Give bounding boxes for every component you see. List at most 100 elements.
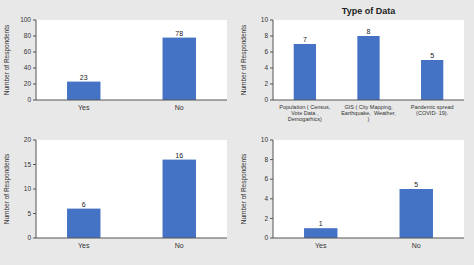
y-tick [270,36,273,37]
y-tick-label: 80 [24,32,32,39]
y-axis-label: Number of Respondents [3,24,11,95]
y-tick-label: 100 [20,16,31,23]
y-axis-line [273,140,274,238]
y-tick-label: 10 [24,185,32,192]
y-tick-label: 0 [264,234,268,241]
y-tick [270,68,273,69]
y-tick [270,159,273,160]
label-line: No [175,242,184,249]
x-tick-label: No [175,242,184,249]
x-tick-label: Yes [78,242,90,249]
bars [304,189,433,238]
data-label: 5 [414,181,418,188]
y-tick-label: 8 [264,156,268,163]
bar [400,189,433,238]
label-line: (COVID- 19). [416,110,449,116]
data-label: 1 [319,220,323,227]
bars [67,38,196,100]
panel: 6 16 0 5 10 15 20 Yes No Number of Respondents [3,136,227,249]
x-tick-label: GIS ( City Mapping,Earthquake, Weather,) [341,104,396,123]
x-tick-label: Yes [78,104,90,111]
y-tick-label: 5 [27,210,31,217]
bar [67,82,100,100]
panel: 150246810YesNoNumber of Respondents [240,136,464,249]
data-label: 6 [82,201,86,208]
label-line: GIS ( City Mapping, [345,104,393,110]
y-tick-label: 2 [264,80,268,87]
y-tick [270,52,273,53]
bars [67,160,196,238]
label-line: Demogarhics) [288,116,322,122]
y-tick-label: 6 [264,48,268,55]
label-line: Pandemic spread [411,104,454,110]
data-label: 5 [430,52,434,59]
panel: 23 78 0 20 40 60 80 100 Yes No Number of Responden… [3,16,227,111]
y-tick-label: 0 [264,96,268,103]
y-tick [270,198,273,199]
y-tick-label: 0 [27,96,31,103]
x-tick-label: No [175,104,184,111]
label-line: No [412,242,421,249]
y-axis-label: Number of Respondents [240,24,248,95]
label-line: Vote Data , [291,110,319,116]
bar [67,209,100,238]
y-tick [33,36,36,37]
data-label: 78 [175,30,183,37]
plot-area [36,20,227,100]
y-tick-label: 60 [24,48,32,55]
y-tick-label: 15 [24,161,32,168]
label-line: Yes [315,242,327,249]
y-tick-label: 2 [264,215,268,222]
y-tick [33,164,36,165]
bar [421,60,443,100]
data-label: 23 [80,74,88,81]
data-label: 8 [367,28,371,35]
y-tick [33,100,36,101]
x-axis-line [273,238,464,239]
x-axis-line [36,100,227,101]
y-axis-line [36,20,37,100]
bars [294,36,444,100]
y-tick [270,238,273,239]
y-tick [33,84,36,85]
plot-area [36,140,227,238]
y-tick [33,213,36,214]
chart: 2378020406080100YesNoNumber of Responden… [0,0,474,265]
y-tick [33,189,36,190]
y-tick-label: 20 [24,136,32,143]
plot-area [273,20,464,100]
y-tick [33,20,36,21]
y-tick [270,20,273,21]
background [0,0,474,265]
label-line: Yes [78,104,90,111]
y-tick-label: 10 [261,16,269,23]
label-line: Population ( Census, [279,104,331,110]
x-tick-label: Pandemic spread(COVID- 19). [411,104,454,116]
y-tick-label: 0 [27,234,31,241]
data-label: 7 [303,36,307,43]
panel: 7850246810Population ( Census,Vote Data … [240,6,464,122]
y-tick [33,52,36,53]
y-tick [270,140,273,141]
y-tick [270,84,273,85]
y-tick-label: 40 [24,64,32,71]
x-tick-label: Yes [315,242,327,249]
y-axis-line [273,20,274,100]
y-tick-label: 6 [264,175,268,182]
y-tick [33,238,36,239]
y-tick-label: 20 [24,80,32,87]
y-tick [33,68,36,69]
label-line: ) [368,116,370,122]
y-axis-label: Number of Respondents [240,153,248,224]
plot-area [273,140,464,238]
data-label: 16 [175,152,183,159]
bar [357,36,379,100]
bar [163,38,196,100]
bar [304,228,337,238]
x-axis-line [36,238,227,239]
y-tick-label: 4 [264,64,268,71]
y-tick-label: 10 [261,136,269,143]
title: Type of Data [342,6,396,16]
y-tick [270,218,273,219]
y-axis-label: Number of Respondents [3,153,11,224]
